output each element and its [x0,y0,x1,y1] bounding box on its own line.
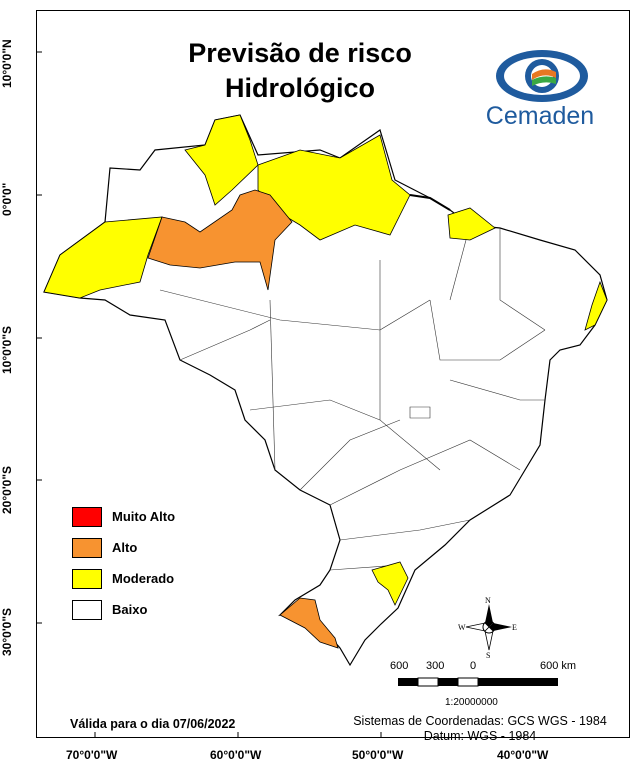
logo-text: Cemaden [485,102,595,130]
legend-label: Moderado [112,571,175,586]
moderate-regions [43,114,608,606]
legend-item-muito-alto: Muito Alto [72,507,222,529]
legend-item-baixo: Baixo [72,600,222,622]
lon-tick-label: 70°0'0"W [66,748,118,762]
lat-tick-label: 10°0'0"S [0,325,14,374]
compass-rose-icon: N S E W [458,596,517,658]
legend-swatch [72,569,102,589]
scale-ratio: 1:20000000 [445,697,498,708]
lat-tick-label: 0°0'0" [0,182,14,216]
lat-tick-label: 20°0'0"S [0,465,14,514]
coords-line-1: Sistemas de Coordenadas: GCS WGS - 1984 [353,714,607,728]
title-line-2: Hidrológico [225,73,375,103]
lat-tick-label: 30°0'0"S [0,607,14,656]
legend-swatch [72,507,102,527]
legend-label: Alto [112,540,138,555]
compass-n: N [485,596,491,605]
lon-tick-label: 50°0'0"W [352,748,404,762]
high-regions [147,189,339,649]
compass-e: E [512,623,517,632]
lon-tick-label: 40°0'0"W [497,748,549,762]
coordinate-system: Sistemas de Coordenadas: GCS WGS - 1984 … [340,714,620,744]
legend-swatch [72,538,102,558]
title-line-1: Previsão de risco [188,38,412,68]
compass-s: S [486,651,490,658]
legend-label: Baixo [112,602,148,617]
lon-tick-label: 60°0'0"W [210,748,262,762]
compass-w: W [458,623,466,632]
scale-label: 600 [390,660,409,672]
valid-date-text: Válida para o dia 07/06/2022 [70,717,236,731]
legend-item-moderado: Moderado [72,569,222,591]
cemaden-logo-icon [496,50,588,102]
coords-line-2: Datum: WGS - 1984 [423,729,537,743]
lat-tick-label: 10°0'0"N [0,39,14,88]
brazil-map [36,51,608,738]
legend-swatch [72,600,102,620]
scale-label: 300 [426,660,445,672]
legend-item-alto: Alto [72,538,222,560]
scale-label: 600 km [540,660,577,672]
scale-bar: 600 300 0 600 km [390,660,580,710]
scale-label: 0 [470,660,477,672]
legend-label: Muito Alto [112,509,176,524]
map-title: Previsão de risco Hidrológico [150,36,450,106]
